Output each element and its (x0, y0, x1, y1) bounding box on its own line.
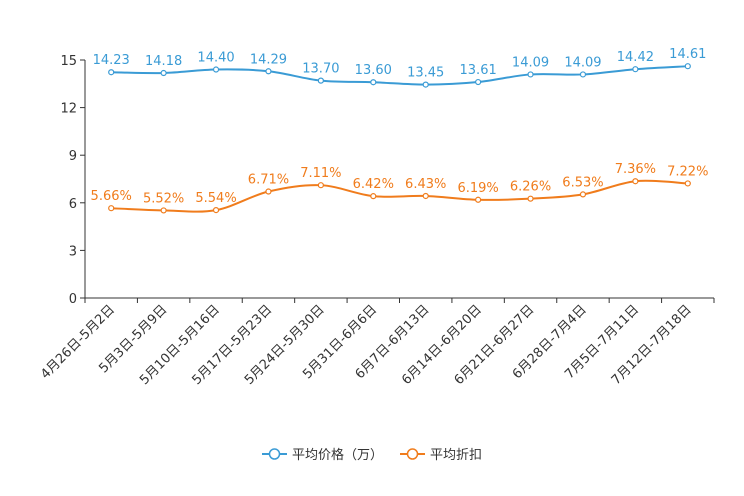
data-label: 13.70 (302, 62, 339, 77)
data-point[interactable] (475, 78, 482, 86)
series-2: 5.66% 5.52% 5.54% 6.71% 7.11% 6.42% 6.43% 6.19%… (91, 162, 708, 214)
data-label: 6.53% (562, 175, 603, 190)
data-label: 14.29 (250, 52, 287, 67)
data-label: 7.36% (615, 162, 656, 177)
y-tick-label: 0 (69, 292, 77, 307)
legend-label: 平均折扣 (430, 448, 482, 463)
data-point[interactable] (108, 69, 115, 76)
data-label: 6.19% (457, 181, 498, 196)
data-point[interactable] (579, 191, 587, 198)
data-point[interactable] (684, 180, 691, 187)
series-line (111, 179, 688, 213)
y-axis-tick-labels: 0 3 6 9 12 15 (60, 54, 77, 307)
data-label: 14.23 (93, 53, 130, 68)
series-line (111, 65, 688, 86)
y-tick-label: 9 (69, 149, 77, 164)
data-label: 7.22% (667, 164, 708, 179)
data-point[interactable] (527, 195, 534, 202)
data-label: 6.43% (405, 177, 446, 192)
chart-axes (80, 59, 715, 303)
data-label: 6.26% (510, 180, 551, 195)
data-point[interactable] (527, 71, 534, 78)
data-point[interactable] (265, 68, 272, 75)
data-label: 14.09 (564, 55, 601, 70)
data-label: 14.18 (145, 54, 182, 69)
data-point[interactable] (212, 66, 220, 73)
x-axis-tick-labels: 4月26日-5月2日5月3日-5月9日5月10日-5月16日5月17日-5月23… (38, 302, 695, 388)
data-point[interactable] (579, 71, 587, 78)
legend-item-1[interactable]: 平均价格（万） (262, 447, 383, 463)
data-label: 5.54% (195, 191, 236, 206)
legend-label: 平均价格（万） (292, 447, 383, 463)
data-point[interactable] (212, 206, 220, 214)
data-point[interactable] (632, 178, 639, 185)
series-1: 14.23 14.18 14.40 14.29 13.70 13.60 13.45 13.61… (93, 47, 706, 88)
data-label: 13.61 (460, 63, 497, 78)
data-point[interactable] (370, 193, 377, 200)
data-point[interactable] (265, 188, 272, 195)
y-tick-label: 6 (69, 197, 77, 212)
data-label: 14.09 (512, 55, 549, 70)
data-point[interactable] (475, 196, 482, 203)
data-label: 5.52% (143, 191, 184, 206)
data-label: 6.71% (248, 173, 289, 188)
data-point[interactable] (422, 81, 429, 88)
data-point[interactable] (684, 63, 691, 70)
series-layer: 14.23 14.18 14.40 14.29 13.70 13.60 13.45 13.61… (91, 47, 708, 214)
data-point[interactable] (160, 207, 167, 214)
data-label: 7.11% (300, 166, 341, 181)
data-label: 14.42 (617, 50, 654, 65)
legend-item-2[interactable]: 平均折扣 (400, 448, 482, 463)
data-label: 6.42% (353, 177, 394, 192)
data-point[interactable] (317, 182, 324, 189)
legend[interactable]: 平均价格（万） 平均折扣 (262, 447, 482, 463)
data-point[interactable] (160, 69, 167, 77)
data-label: 14.61 (669, 47, 706, 62)
y-tick-label: 15 (60, 54, 77, 69)
data-label: 13.60 (355, 63, 392, 78)
data-point[interactable] (108, 205, 115, 212)
data-point[interactable] (422, 192, 429, 200)
y-tick-label: 3 (69, 244, 77, 259)
legend-marker (268, 448, 281, 460)
data-point[interactable] (317, 77, 324, 84)
data-label: 13.45 (407, 66, 444, 81)
data-label: 14.40 (197, 51, 234, 66)
data-point[interactable] (632, 66, 639, 73)
legend-marker (406, 448, 419, 460)
data-label: 5.66% (91, 189, 132, 204)
data-point[interactable] (370, 79, 377, 86)
y-tick-label: 12 (60, 102, 77, 117)
